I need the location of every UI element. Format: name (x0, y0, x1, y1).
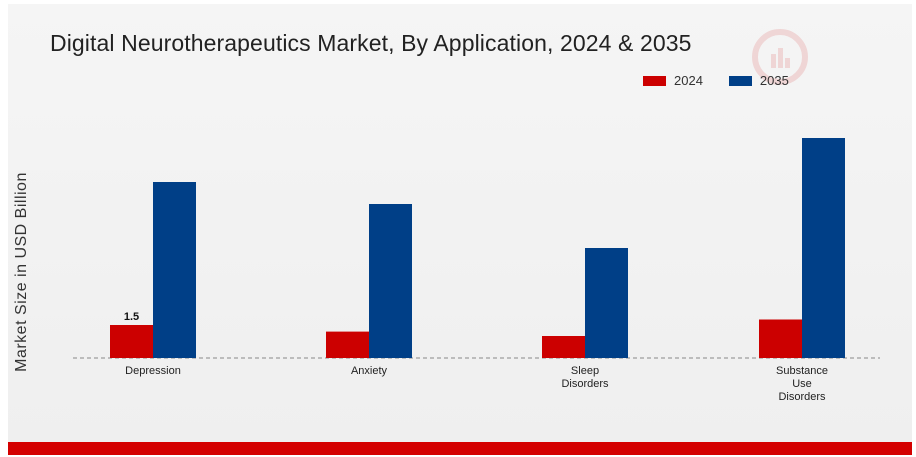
legend-item-2024: 2024 (643, 73, 703, 88)
bar-2024-2 (542, 336, 585, 358)
x-tick-label: Substance (776, 365, 828, 377)
chart-title: Digital Neurotherapeutics Market, By App… (50, 30, 692, 56)
bar-2024-3 (759, 319, 802, 358)
legend-swatch-2024 (643, 75, 666, 86)
x-tick-label: Disorders (561, 378, 609, 390)
x-tick-label: Depression (125, 365, 181, 377)
footer-bar (8, 442, 912, 455)
x-tick-label: Anxiety (351, 365, 388, 377)
bar-2035-1 (369, 204, 412, 358)
bar-2035-3 (802, 138, 845, 358)
bar-2035-0 (153, 182, 196, 358)
bar-2024-1 (326, 331, 369, 358)
chart-legend: 2024 2035 (643, 73, 815, 88)
x-tick-label: Use (792, 378, 812, 390)
data-label: 1.5 (124, 311, 139, 323)
legend-label-2024: 2024 (674, 73, 703, 88)
bar-2024-0 (110, 325, 153, 358)
bar-2035-2 (585, 248, 628, 358)
legend-label-2035: 2035 (759, 73, 789, 88)
legend-item-2035: 2035 (728, 73, 789, 88)
legend-swatch-2035 (728, 75, 752, 86)
x-tick-label: Sleep (571, 365, 599, 377)
watermark-logo (752, 29, 808, 85)
x-tick-label: Disorders (778, 391, 826, 403)
